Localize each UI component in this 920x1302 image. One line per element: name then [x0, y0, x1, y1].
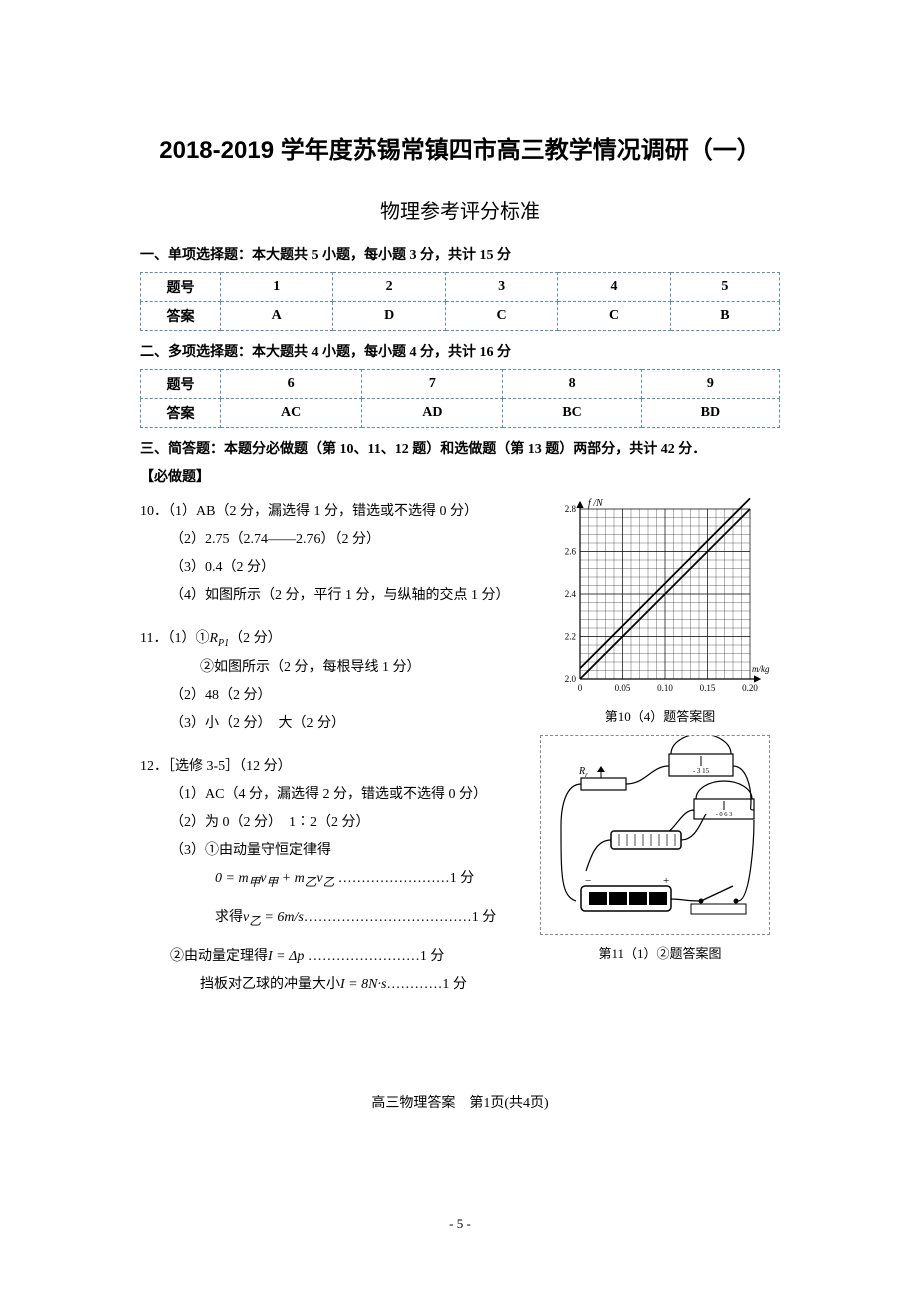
q12-line7: 挡板对乙球的冲量大小	[200, 977, 340, 992]
svg-text:0: 0	[578, 683, 583, 693]
q11-prefix: 11．（1）①	[140, 631, 209, 646]
table-cell: 6	[221, 370, 362, 399]
q12-line6: ②由动量定理得	[170, 949, 268, 964]
table-cell: 1	[221, 273, 333, 302]
row-label: 答案	[141, 302, 221, 331]
q11-block: 11．（1）①RP1（2 分） ②如图所示（2 分，每根导线 1 分） （2）4…	[140, 625, 530, 738]
section1-table: 题号 1 2 3 4 5 答案 A D C C B	[140, 272, 780, 331]
svg-text:2.2: 2.2	[565, 632, 576, 642]
svg-text:2.4: 2.4	[565, 589, 577, 599]
section3-header: 三、简答题：本题分必做题（第 10、11、12 题）和选做题（第 13 题）两部…	[140, 438, 780, 458]
main-title: 2018-2019 学年度苏锡常镇四市高三教学情况调研（一）	[140, 130, 780, 165]
table-cell: 7	[362, 370, 503, 399]
section2-header: 二、多项选择题：本大题共 4 小题，每小题 4 分，共计 16 分	[140, 341, 780, 361]
table-row: 答案 A D C C B	[141, 302, 780, 331]
xlabel: m/kg	[752, 664, 770, 674]
q12-eq3: ②由动量定理得I = Δp ……………………1 分	[140, 943, 530, 971]
row-label: 题号	[141, 273, 221, 302]
score-text: ………………………………1 分	[304, 910, 497, 925]
score-text: ……………………1 分	[338, 871, 475, 886]
q12-line1: 12．［选修 3-5］（12 分）	[140, 753, 530, 781]
section1-header: 一、单项选择题：本大题共 5 小题，每小题 3 分，共计 15 分	[140, 244, 780, 264]
table-row: 题号 1 2 3 4 5	[141, 273, 780, 302]
rr-label: Rr	[578, 766, 588, 779]
svg-text:0.15: 0.15	[700, 683, 716, 693]
table-cell: A	[221, 302, 333, 331]
score-text: …………1 分	[386, 977, 467, 992]
table-cell: BC	[503, 399, 641, 428]
table-cell: D	[333, 302, 445, 331]
svg-text:0.20: 0.20	[742, 683, 758, 693]
mandatory-label: 【必做题】	[140, 466, 780, 486]
table-cell: C	[558, 302, 670, 331]
meter1-label: - 3 15	[693, 767, 710, 775]
circuit-caption: 第11（1）②题答案图	[540, 943, 780, 962]
score-text: ……………………1 分	[308, 949, 445, 964]
q11-sub: P1	[218, 638, 229, 649]
table-cell: C	[445, 302, 557, 331]
meter2-label: - 0 6 3	[716, 811, 733, 818]
svg-text:2.8: 2.8	[565, 504, 577, 514]
q10-line4: （4）如图所示（2 分，平行 1 分，与纵轴的交点 1 分）	[140, 582, 530, 610]
q11-line3: （2）48（2 分）	[140, 682, 530, 710]
table-cell: 3	[445, 273, 557, 302]
svg-text:0.05: 0.05	[615, 683, 631, 693]
q12-line2: （1）AC（4 分，漏选得 2 分，错选或不选得 0 分）	[140, 781, 530, 809]
chart-caption: 第10（4）题答案图	[540, 706, 780, 725]
ylabel: f /N	[588, 498, 604, 509]
q11-suffix: （2 分）	[229, 631, 282, 646]
table-cell: AD	[362, 399, 503, 428]
table-cell: B	[670, 302, 779, 331]
table-cell: AC	[221, 399, 362, 428]
table-cell: 8	[503, 370, 641, 399]
section2-table: 题号 6 7 8 9 答案 AC AD BC BD	[140, 369, 780, 428]
table-cell: BD	[641, 399, 779, 428]
q11-line2: ②如图所示（2 分，每根导线 1 分）	[140, 654, 530, 682]
subtitle: 物理参考评分标准	[140, 195, 780, 224]
table-cell: 5	[670, 273, 779, 302]
svg-text:2.0: 2.0	[565, 674, 577, 684]
minus-label: −	[585, 875, 591, 887]
row-label: 题号	[141, 370, 221, 399]
q12-eq4: 挡板对乙球的冲量大小I = 8N·s…………1 分	[140, 971, 530, 999]
table-row: 答案 AC AD BC BD	[141, 399, 780, 428]
q10-block: 10．（1）AB（2 分，漏选得 1 分，错选或不选得 0 分） （2）2.75…	[140, 498, 530, 610]
table-cell: 4	[558, 273, 670, 302]
row-label: 答案	[141, 399, 221, 428]
q10-chart: f /N m/kg 2.0 2.2 2.4 2.6 2.8 0 0.05 0.10 0.15 0…	[540, 494, 770, 704]
table-cell: 2	[333, 273, 445, 302]
svg-text:2.6: 2.6	[565, 547, 577, 557]
q12-line3: （2）为 0（2 分） 1∶2（2 分）	[140, 809, 530, 837]
q12-block: 12．［选修 3-5］（12 分） （1）AC（4 分，漏选得 2 分，错选或不…	[140, 753, 530, 999]
q11-line4: （3）小（2 分） 大（2 分）	[140, 710, 530, 738]
page-number: - 5 -	[0, 1216, 920, 1232]
q11-var: R	[209, 631, 218, 646]
q12-eq2-prefix: 求得	[215, 910, 243, 925]
q10-line2: （2）2.75（2.74——2.76）（2 分）	[140, 526, 530, 554]
q11-circuit: - 3 15 Rr - 0 6 3	[540, 735, 770, 935]
q10-line3: （3）0.4（2 分）	[140, 554, 530, 582]
chart-svg: f /N m/kg 2.0 2.2 2.4 2.6 2.8 0 0.05 0.10 0.15 0…	[540, 494, 770, 704]
footer: 高三物理答案 第1页(共4页)	[0, 1092, 920, 1112]
q12-eq2: 求得v乙 = 6m/s………………………………1 分	[140, 904, 530, 933]
q12-eq1: 0 = m甲v甲 + m乙v乙 ……………………1 分	[140, 865, 530, 894]
plus-label: +	[663, 875, 669, 887]
table-row: 题号 6 7 8 9	[141, 370, 780, 399]
q10-line1: 10．（1）AB（2 分，漏选得 1 分，错选或不选得 0 分）	[140, 498, 530, 526]
q11-line1: 11．（1）①RP1（2 分）	[140, 625, 530, 654]
table-cell: 9	[641, 370, 779, 399]
q12-line4: （3）①由动量守恒定律得	[140, 837, 530, 865]
circuit-svg: - 3 15 Rr - 0 6 3	[541, 736, 771, 936]
svg-text:0.10: 0.10	[657, 683, 673, 693]
